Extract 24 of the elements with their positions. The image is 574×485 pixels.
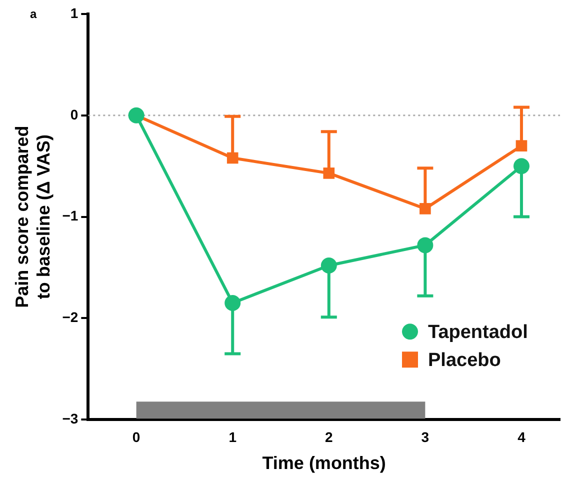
legend-label: Placebo — [428, 350, 501, 371]
point — [226, 152, 238, 164]
point — [417, 237, 434, 254]
point — [513, 158, 530, 174]
point — [224, 294, 241, 311]
point — [420, 203, 431, 214]
y-tick-label: −2 — [62, 309, 78, 326]
y-tick-label: 1 — [70, 4, 78, 21]
x-tick-label: 4 — [518, 428, 526, 445]
y-tick-label: −1 — [62, 208, 78, 224]
point — [320, 257, 337, 274]
x-tick-label: 0 — [132, 428, 140, 445]
y-axis-title: Pain score compared to baseline (Δ VAS) — [12, 126, 54, 308]
x-tick-label: 2 — [324, 428, 333, 445]
x-tick-label: 3 — [421, 428, 430, 445]
point — [128, 107, 144, 124]
point — [516, 140, 528, 152]
text: a — [30, 7, 37, 21]
y-tick-label: −3 — [62, 410, 78, 426]
x-tick-label: 1 — [228, 428, 237, 445]
x-axis-title: Time (months) — [262, 453, 386, 474]
legend-label: Tapentadol — [428, 322, 528, 343]
y-tick-label: 0 — [70, 106, 78, 122]
point — [323, 168, 335, 179]
